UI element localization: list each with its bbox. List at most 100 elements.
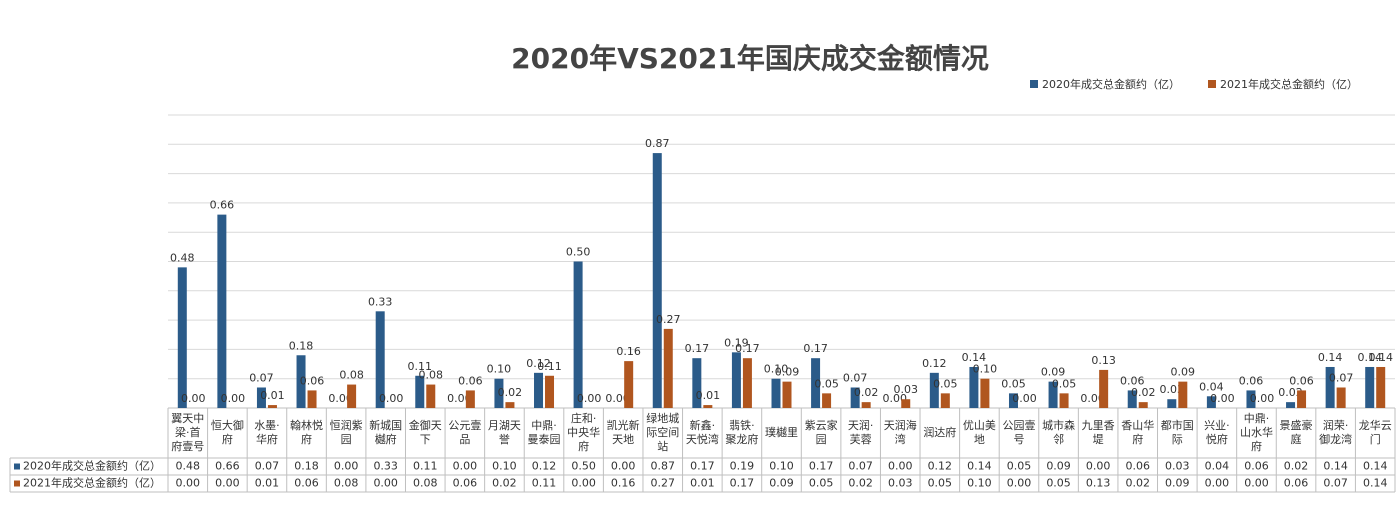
table-cell: 0.07 — [848, 460, 873, 473]
data-label: 0.01 — [696, 389, 721, 402]
data-label: 0.08 — [419, 369, 444, 382]
bar — [1099, 369, 1109, 408]
data-label: 0.02 — [1131, 386, 1156, 399]
x-tick-label: 恒润紫园 — [330, 418, 363, 446]
bar — [652, 153, 662, 408]
bar — [861, 402, 871, 408]
table-cell: 0.01 — [690, 477, 715, 490]
data-label: 0.87 — [645, 137, 670, 150]
data-label: 0.00 — [882, 392, 907, 405]
bar — [1059, 393, 1069, 408]
bar — [1178, 381, 1188, 408]
bar — [1336, 387, 1346, 408]
table-cell: 0.06 — [453, 477, 478, 490]
bar — [1246, 390, 1256, 408]
table-cell: 0.14 — [1323, 460, 1348, 473]
bar — [1325, 366, 1335, 408]
bar — [731, 352, 741, 408]
x-tick-label: 翼天中梁·首府壹号 — [171, 412, 204, 453]
x-tick-label: 新城国樾府 — [369, 418, 402, 446]
bar — [1297, 390, 1307, 408]
table-cell: 0.06 — [1125, 460, 1150, 473]
table-cell: 0.11 — [413, 460, 438, 473]
table-cell: 0.06 — [1284, 477, 1309, 490]
bar — [980, 378, 990, 408]
data-label: 0.17 — [803, 342, 828, 355]
bar — [771, 378, 781, 408]
table-cell: 0.00 — [1007, 477, 1032, 490]
table-cell: 0.00 — [176, 477, 201, 490]
table-cell: 0.05 — [1007, 460, 1032, 473]
data-label: 0.06 — [1239, 374, 1264, 387]
table-cell: 0.17 — [690, 460, 715, 473]
x-tick-label: 翡铁·聚龙府 — [725, 419, 758, 446]
data-label: 0.07 — [843, 371, 868, 384]
table-cell: 0.19 — [730, 460, 755, 473]
x-tick-label: 优山美地 — [963, 419, 996, 446]
bar — [850, 387, 860, 408]
table-cell: 0.00 — [215, 477, 240, 490]
x-tick-label: 月湖天誉 — [488, 419, 521, 446]
data-label: 0.01 — [260, 389, 285, 402]
data-label: 0.14 — [962, 351, 987, 364]
x-tick-label: 香山华府 — [1121, 418, 1154, 446]
table-cell: 0.03 — [1165, 460, 1190, 473]
data-label: 0.16 — [616, 345, 641, 358]
bar — [1138, 402, 1148, 408]
data-label: 0.00 — [1210, 392, 1235, 405]
table-cell: 0.33 — [373, 460, 398, 473]
table-cell: 0.00 — [1244, 477, 1269, 490]
data-label: 0.10 — [764, 363, 789, 376]
data-label: 0.14 — [1318, 351, 1343, 364]
bar — [929, 372, 939, 408]
bar — [969, 366, 979, 408]
data-label: 0.07 — [249, 371, 274, 384]
table-cell: 0.13 — [1086, 477, 1111, 490]
bar — [1167, 399, 1177, 408]
data-label: 0.10 — [487, 363, 512, 376]
table-cell: 0.05 — [928, 477, 953, 490]
bar — [782, 381, 792, 408]
table-cell: 0.06 — [294, 477, 319, 490]
bar — [347, 384, 357, 408]
data-label: 0.27 — [656, 313, 681, 326]
bar — [545, 375, 555, 408]
bar — [177, 267, 187, 408]
x-tick-label: 紫云家园 — [805, 418, 838, 446]
x-tick-label: 公元壹品 — [448, 419, 481, 446]
x-tick-label: 翰林悦府 — [290, 418, 323, 446]
data-label: 0.06 — [458, 374, 483, 387]
x-tick-label: 庄和·中央华府 — [567, 411, 600, 453]
table-cell: 0.05 — [809, 477, 834, 490]
data-label: 0.09 — [1171, 366, 1196, 379]
data-label: 0.07 — [1329, 371, 1354, 384]
data-label: 0.02 — [1278, 386, 1303, 399]
data-label: 0.17 — [685, 342, 710, 355]
x-tick-label: 润达府 — [923, 425, 956, 439]
table-cell: 0.06 — [1244, 460, 1269, 473]
bar — [663, 328, 673, 408]
bar — [901, 399, 911, 408]
bar — [415, 375, 425, 408]
chart-title: 2020年VS2021年国庆成交金额情况 — [511, 42, 989, 75]
data-label: 0.19 — [724, 336, 749, 349]
x-tick-label: 九里香堤 — [1082, 419, 1115, 446]
data-label: 0.00 — [379, 392, 404, 405]
data-label: 0.06 — [1120, 374, 1145, 387]
data-label: 0.06 — [1289, 374, 1314, 387]
data-label: 0.66 — [210, 199, 235, 212]
data-label: 0.02 — [498, 386, 523, 399]
table-cell: 0.14 — [967, 460, 992, 473]
data-label: 0.00 — [221, 392, 246, 405]
bar — [494, 378, 504, 408]
table-cell: 0.16 — [611, 477, 636, 490]
data-label: 0.05 — [1001, 377, 1026, 390]
legend-swatch — [1030, 80, 1038, 88]
bar — [1376, 366, 1386, 408]
table-cell: 0.17 — [809, 460, 834, 473]
bar — [296, 355, 306, 408]
x-tick-label: 兴业·悦府 — [1204, 419, 1230, 446]
x-tick-label: 城市森邻 — [1042, 418, 1075, 446]
x-tick-label: 水墨·华府 — [254, 419, 280, 446]
